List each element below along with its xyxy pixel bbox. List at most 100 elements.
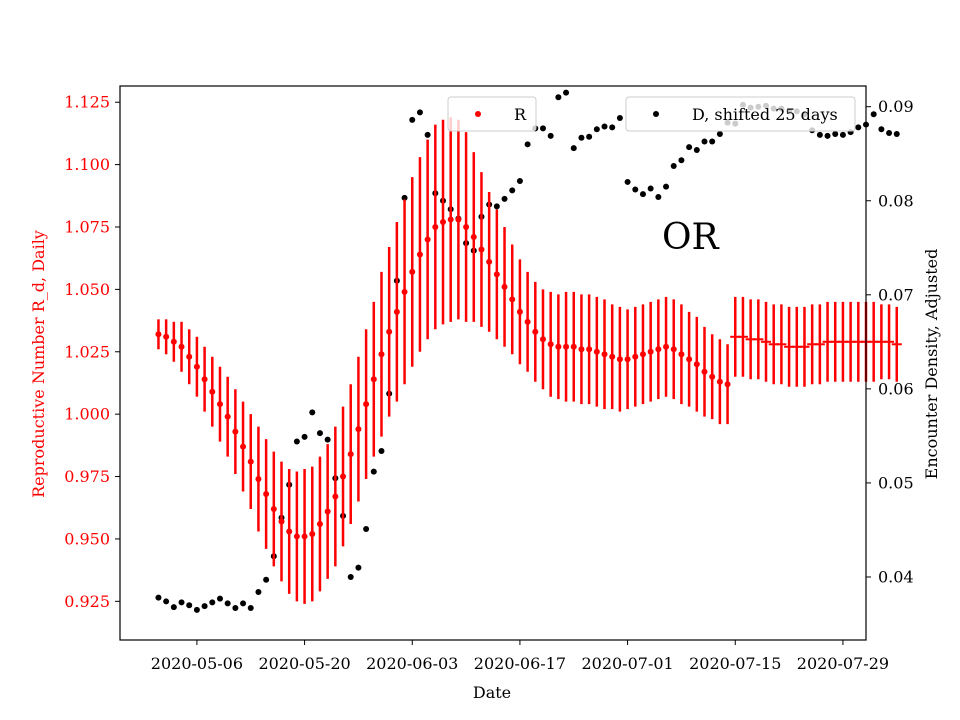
r-point [316, 520, 323, 527]
d-point [832, 130, 839, 137]
y-axis-left-label: Reproductive Number R_d, Daily [29, 230, 48, 498]
d-point [678, 157, 685, 164]
x-tick-label: 2020-05-20 [258, 654, 350, 673]
r-point [616, 356, 623, 363]
d-point [609, 124, 616, 131]
r-point [209, 388, 216, 395]
d-point [624, 178, 631, 185]
y-left-tick-label: 1.100 [64, 155, 110, 174]
d-point [493, 203, 500, 210]
r-point [563, 343, 570, 350]
y-left-tick-label: 1.125 [64, 93, 110, 112]
r-point [516, 308, 523, 315]
r-point [409, 268, 416, 275]
d-point [639, 191, 646, 198]
r-point [416, 251, 423, 258]
r-point [332, 493, 339, 500]
r-point [193, 363, 200, 370]
d-point [663, 183, 670, 190]
r-point [639, 351, 646, 358]
r-point [286, 528, 293, 535]
r-point [524, 318, 531, 325]
x-tick-label: 2020-07-01 [581, 654, 673, 673]
r-point [555, 343, 562, 350]
r-point [393, 308, 400, 315]
d-point [363, 526, 370, 533]
y-right-tick-label: 0.09 [878, 97, 914, 116]
r-point [570, 343, 577, 350]
r-point [240, 443, 247, 450]
r-point [624, 356, 631, 363]
r-point [247, 458, 254, 465]
y-left-tick-label: 1.025 [64, 342, 110, 361]
d-point [324, 436, 331, 443]
r-point [293, 533, 300, 540]
r-point [547, 341, 554, 348]
r-point [270, 505, 277, 512]
d-point [155, 594, 162, 601]
d-point [647, 185, 654, 192]
x-axis-label: Date [473, 683, 511, 702]
r-point [578, 346, 585, 353]
d-point [309, 409, 316, 416]
d-point [893, 130, 900, 137]
r-point [509, 296, 516, 303]
d-point [193, 606, 200, 613]
y-right-tick-label: 0.04 [878, 567, 914, 586]
d-point [570, 145, 577, 152]
d-point [232, 605, 239, 612]
r-point [347, 451, 354, 458]
d-point [824, 132, 831, 139]
d-point [539, 125, 546, 132]
d-point [693, 146, 700, 153]
legends: R D, shifted 25 days [447, 96, 856, 132]
d-point [709, 138, 716, 145]
d-point [501, 195, 508, 202]
d-point [240, 600, 247, 607]
r-point [647, 348, 654, 355]
d-point [409, 116, 416, 123]
d-point [855, 124, 862, 131]
axes-frame [119, 85, 867, 641]
axes: 2020-05-06 2020-05-20 2020-06-03 2020-06-17… [64, 85, 914, 673]
d-point [416, 109, 423, 116]
y-left-tick-label: 1.050 [64, 280, 110, 299]
d-point [670, 162, 677, 169]
d-point [593, 126, 600, 133]
r-point [340, 473, 347, 480]
y-left-tick-label: 0.950 [64, 529, 110, 548]
d-point [632, 186, 639, 193]
r-point [255, 476, 262, 483]
legend-label: D, shifted 25 days [692, 105, 838, 124]
r-point [216, 401, 223, 408]
r-point [447, 216, 454, 223]
r-point [178, 343, 185, 350]
d-point [247, 605, 254, 612]
x-tick-label: 2020-07-15 [689, 654, 781, 673]
r-point [278, 518, 285, 525]
r-point [201, 376, 208, 383]
d-point [424, 131, 431, 138]
y-right-tick-label: 0.07 [878, 285, 914, 304]
d-point [701, 138, 708, 145]
r-point [678, 351, 685, 358]
d-point [355, 564, 362, 571]
r-point [663, 343, 670, 350]
legend-label: R [514, 105, 527, 124]
d-point [293, 438, 300, 445]
d-point [839, 131, 846, 138]
annotation-label: OR [662, 217, 720, 258]
r-point [632, 353, 639, 360]
r-point [263, 491, 270, 498]
y-right-tick-label: 0.05 [878, 473, 914, 492]
y-left-tick-label: 1.075 [64, 217, 110, 236]
d-point [716, 130, 723, 137]
r-point [493, 271, 500, 278]
d-point [263, 576, 270, 583]
r-point [370, 376, 377, 383]
r-point [309, 530, 316, 537]
r-point [355, 426, 362, 433]
r-point [486, 258, 493, 265]
r-point [539, 336, 546, 343]
